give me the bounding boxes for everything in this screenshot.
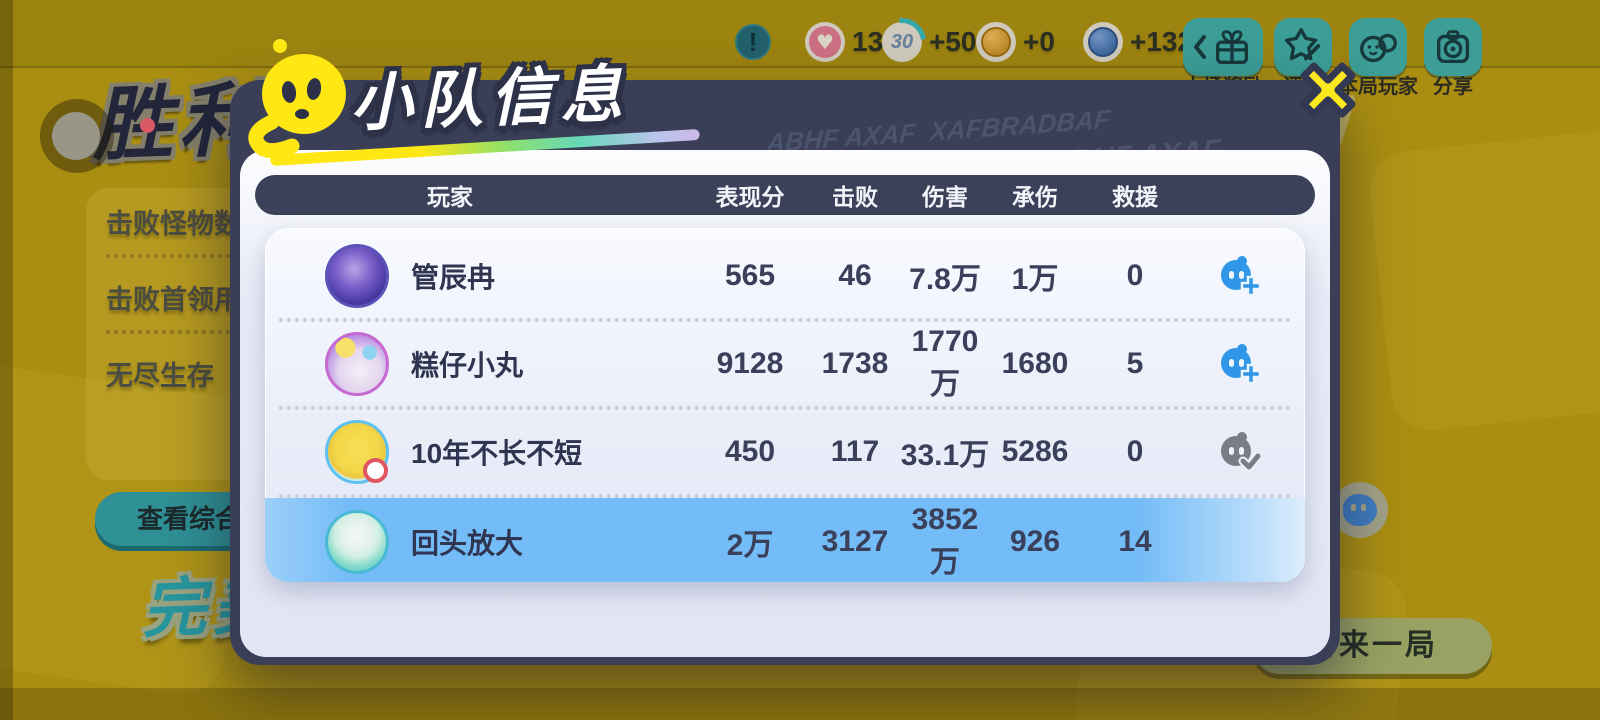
taken-value: 1万 <box>1011 263 1059 296</box>
score-value: 450 <box>724 435 776 468</box>
score-value: 565 <box>724 259 776 292</box>
stat-row-boss: 击败首领用 <box>106 285 241 315</box>
damage-value: 7.8万 <box>909 263 981 296</box>
rate-icon <box>1285 28 1321 61</box>
bottom-band <box>0 688 1600 720</box>
avatar[interactable] <box>325 510 389 574</box>
player-name: 回头放大 <box>411 528 524 559</box>
taken-value: 5286 <box>1001 435 1069 468</box>
taken-value: 1680 <box>1001 347 1069 380</box>
stat-row-survival: 无尽生存 <box>106 361 214 391</box>
share-button[interactable] <box>1424 18 1482 76</box>
currency-level: 30 +50 <box>868 8 977 76</box>
score-value: 9128 <box>716 347 784 380</box>
chevron-left-icon <box>1194 35 1206 59</box>
match-rewards-button[interactable] <box>1183 18 1263 76</box>
friend-added-icon <box>1220 432 1261 472</box>
player-name: 糕仔小丸 <box>411 350 524 381</box>
header-damage: 伤害 <box>922 184 968 210</box>
left-band <box>0 0 13 720</box>
add-friend-button[interactable] <box>1190 253 1285 299</box>
close-icon <box>1300 62 1356 118</box>
avatar[interactable] <box>325 420 389 484</box>
stat-row-monsters: 击败怪物数 <box>106 209 241 239</box>
team-info-modal: ABHF AXAF XAFBRADBAF BBHF AXAF 玩家 表现分 击败… <box>230 80 1340 665</box>
row-divider <box>279 318 1291 322</box>
table-row: 管辰冉 565 46 7.8万 1万 0 <box>265 234 1305 318</box>
friend-bubble-icon[interactable] <box>1332 482 1388 538</box>
divider <box>106 330 326 334</box>
row-divider <box>279 406 1291 410</box>
table-row-self: 回头放大 2万 3127 3852万 926 14 <box>265 498 1305 582</box>
gift-icon <box>1215 30 1249 65</box>
blue-coin-icon <box>1083 22 1123 62</box>
match-players-label: 本局玩家 <box>1338 76 1418 98</box>
camera-icon <box>1436 30 1470 64</box>
currency-gold: +0 <box>976 22 1055 62</box>
players-table: 管辰冉 565 46 7.8万 1万 0 糕仔小丸 9128 1738 <box>265 228 1305 582</box>
notice-icon[interactable]: ! <box>735 24 771 60</box>
modal-title-block: 小队信息 <box>240 26 760 176</box>
rescue-value: 0 <box>1126 259 1144 292</box>
top-bar: ! ♥ 131 30 +50 +0 +132 <box>0 0 1600 76</box>
red-dot <box>140 118 155 133</box>
rescue-value: 14 <box>1118 525 1152 558</box>
avatar[interactable] <box>325 332 389 396</box>
header-player: 玩家 <box>427 184 473 210</box>
add-friend-button[interactable] <box>1190 341 1285 387</box>
add-friend-icon <box>1220 344 1261 385</box>
header-kills: 击败 <box>832 184 878 210</box>
share-label: 分享 <box>1433 76 1473 98</box>
mascot-icon <box>248 39 346 158</box>
friend-added-badge <box>1190 429 1285 475</box>
player-name: 管辰冉 <box>411 262 496 293</box>
table-row: 10年不长不短 450 117 33.1万 5286 0 <box>265 410 1305 494</box>
table-header: 玩家 表现分 击败 伤害 承伤 救援 <box>255 175 1315 215</box>
modal-title: 小队信息 <box>349 60 632 139</box>
match-players-button[interactable] <box>1349 18 1407 76</box>
taken-value: 926 <box>1009 525 1061 558</box>
rescue-value: 0 <box>1126 435 1144 468</box>
header-score: 表现分 <box>715 184 785 210</box>
kills-value: 46 <box>838 259 872 292</box>
currency-blue: +132 <box>1083 22 1193 62</box>
close-button[interactable] <box>1296 58 1360 122</box>
avatar[interactable] <box>325 244 389 308</box>
add-friend-icon <box>1220 256 1261 297</box>
damage-value: 3852万 <box>911 503 979 579</box>
row-divider <box>279 494 1291 498</box>
score-value: 2万 <box>726 529 774 562</box>
rate-players-button[interactable] <box>1274 18 1332 76</box>
divider <box>106 254 326 258</box>
player-name: 10年不长不短 <box>411 438 583 469</box>
mascot-ball <box>40 99 114 173</box>
header-rescue: 救援 <box>1112 184 1158 210</box>
kills-value: 117 <box>830 435 880 468</box>
level-gain: +50 <box>929 26 977 57</box>
heart-icon: ♥ <box>805 22 845 62</box>
kills-value: 3127 <box>821 525 889 558</box>
blue-coin-gain: +132 <box>1130 26 1194 57</box>
gold-gain: +0 <box>1023 26 1055 57</box>
background-tile <box>1366 126 1600 434</box>
players-icon <box>1360 33 1397 63</box>
level-badge-icon: 30 <box>868 8 936 76</box>
damage-value: 1770万 <box>911 325 979 401</box>
rescue-value: 5 <box>1126 347 1144 380</box>
table-row: 糕仔小丸 9128 1738 1770万 1680 5 <box>265 322 1305 406</box>
header-taken: 承伤 <box>1012 184 1058 210</box>
top-band <box>0 0 1600 68</box>
gold-coin-icon <box>976 22 1016 62</box>
kills-value: 1738 <box>821 347 889 380</box>
damage-value: 33.1万 <box>900 439 990 472</box>
